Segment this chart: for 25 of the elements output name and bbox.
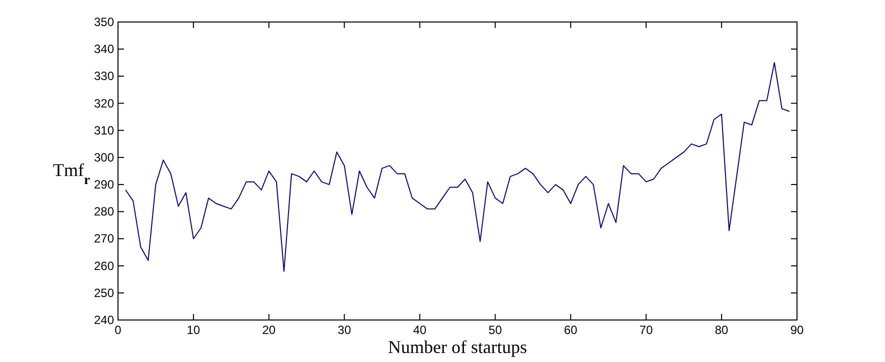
x-tick-label: 70 xyxy=(639,323,654,337)
x-tick-label: 50 xyxy=(488,323,502,337)
y-tick-label: 240 xyxy=(94,313,114,327)
x-axis-title: Number of startups xyxy=(388,337,527,357)
x-tick-label: 20 xyxy=(262,323,276,337)
y-axis-title: Tmf$_{r}$ xyxy=(53,160,90,186)
x-tick-label: 10 xyxy=(186,323,200,337)
x-tick-label: 30 xyxy=(338,323,352,337)
y-tick-label: 330 xyxy=(94,69,114,84)
y-tick-label: 290 xyxy=(94,178,114,192)
y-tick-label: 340 xyxy=(94,42,114,56)
x-tick-label: 80 xyxy=(714,323,729,337)
x-tick-label: 0 xyxy=(114,323,122,337)
y-tick-label: 310 xyxy=(94,123,114,138)
x-tick-label: 40 xyxy=(413,323,427,337)
y-tick-label: 270 xyxy=(94,232,114,246)
y-tick-label: 350 xyxy=(94,15,114,29)
line-series xyxy=(125,62,790,272)
y-tick-label: 280 xyxy=(94,204,114,219)
y-tick-label: 250 xyxy=(94,286,114,300)
y-tick-label: 300 xyxy=(94,150,114,164)
x-tick-label: 60 xyxy=(564,323,578,337)
y-tick-label: 320 xyxy=(94,96,114,110)
y-tick-label: 260 xyxy=(94,258,114,273)
x-tick-label: 90 xyxy=(790,323,804,337)
